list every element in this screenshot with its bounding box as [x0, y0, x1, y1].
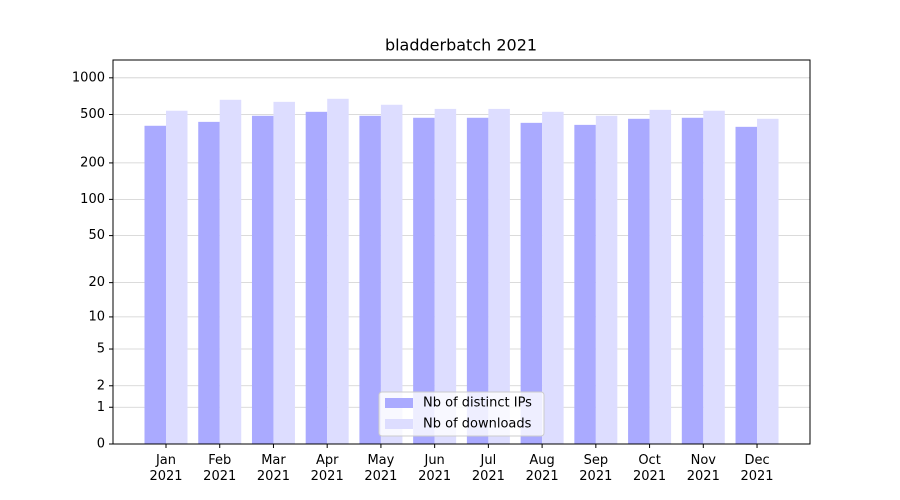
bar	[327, 98, 349, 444]
legend-label: Nb of downloads	[423, 417, 532, 432]
y-tick-label: 20	[88, 275, 105, 290]
bar	[703, 110, 725, 445]
bar	[649, 109, 672, 445]
y-tick-label: 50	[88, 228, 105, 243]
bar	[251, 115, 274, 445]
x-tick-label: Oct 2021	[633, 453, 667, 484]
y-tick-label: 1000	[72, 70, 105, 85]
bar	[757, 118, 779, 444]
bar	[380, 104, 403, 444]
bar	[198, 121, 220, 444]
bar	[488, 108, 510, 444]
legend-label: Nb of distinct IPs	[423, 396, 532, 411]
y-tick-label: 1	[97, 400, 105, 415]
x-tick-label: Jun 2021	[418, 453, 452, 484]
legend-swatch	[385, 398, 413, 408]
bar	[542, 111, 564, 444]
bar	[520, 122, 543, 445]
x-tick-label: Dec 2021	[740, 453, 774, 484]
bar	[305, 111, 328, 444]
bar	[574, 124, 596, 444]
bar	[466, 117, 489, 444]
bar	[359, 115, 381, 445]
legend-swatch	[385, 419, 413, 429]
y-tick-label: 500	[80, 107, 105, 122]
y-tick-label: 10	[88, 309, 105, 324]
bar	[628, 118, 650, 444]
x-tick-label: Apr 2021	[310, 453, 344, 484]
chart-title: bladderbatch 2021	[385, 36, 537, 55]
x-tick-label: Nov 2021	[686, 453, 720, 484]
bar	[681, 117, 704, 444]
bar	[166, 110, 188, 445]
x-tick-label: Jan 2021	[149, 453, 183, 484]
x-tick-label: Mar 2021	[256, 453, 290, 484]
x-tick-label: Aug 2021	[525, 453, 559, 484]
bar	[144, 125, 166, 444]
bar	[273, 101, 295, 445]
bar	[219, 99, 242, 445]
y-tick-label: 5	[97, 342, 105, 357]
plot-frame	[112, 59, 811, 445]
bar	[595, 115, 618, 445]
y-tick-label: 0	[97, 437, 105, 452]
bar	[413, 117, 435, 444]
y-tick-label: 200	[80, 155, 105, 170]
bar	[434, 108, 457, 444]
legend-box	[378, 391, 545, 437]
x-tick-label: May 2021	[364, 453, 398, 484]
y-tick-label: 100	[80, 192, 105, 207]
x-tick-label: Jul 2021	[471, 453, 505, 484]
y-tick-label: 2	[97, 378, 105, 393]
bar	[735, 126, 758, 444]
x-tick-label: Sep 2021	[579, 453, 613, 484]
x-tick-label: Feb 2021	[203, 453, 237, 484]
